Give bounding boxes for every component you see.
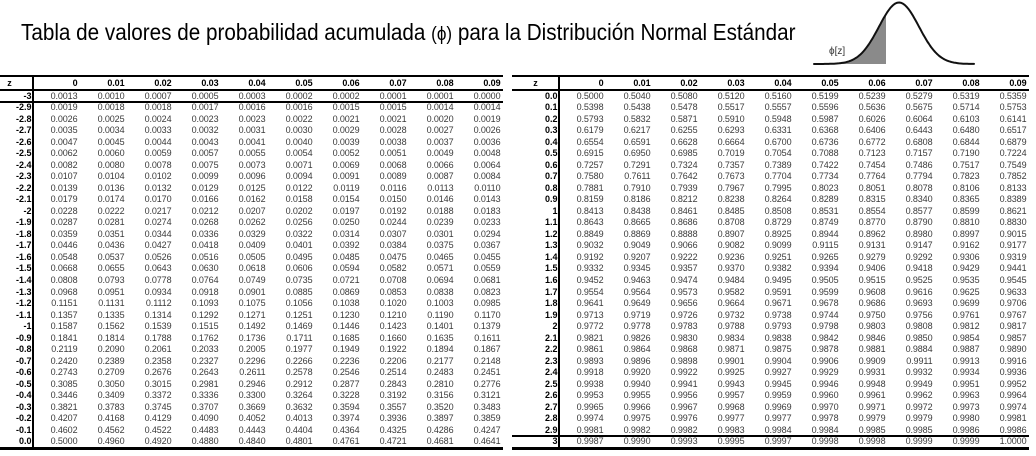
svg-text:ϕ[z]: ϕ[z] (829, 46, 845, 57)
